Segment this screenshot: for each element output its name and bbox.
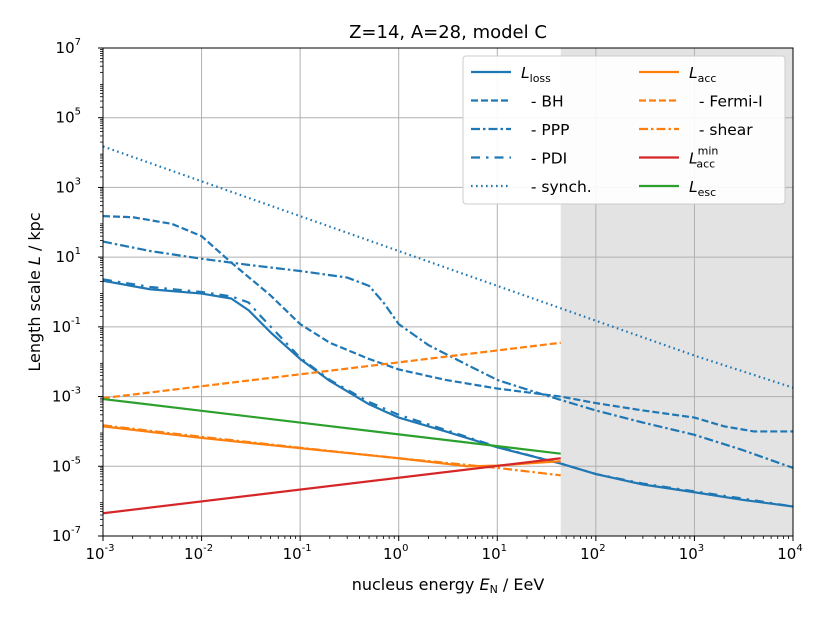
legend-label-esc: Lesc xyxy=(689,178,716,199)
legend-label-loss: Lloss xyxy=(521,64,551,85)
series-line-synch xyxy=(103,145,793,389)
series-line-bh xyxy=(103,215,793,433)
y-axis-label: Length scale L / kpc xyxy=(25,212,44,371)
y-tick-label: 101 xyxy=(56,246,81,266)
legend-label-shear: - shear xyxy=(689,121,753,139)
series-line-shear xyxy=(103,424,561,477)
x-axis-label: nucleus energy EN / EeV xyxy=(352,575,545,596)
series-layer xyxy=(103,145,793,515)
plot-frame xyxy=(102,47,794,537)
x-tick-label: 103 xyxy=(679,543,704,563)
y-tick-label: 10-7 xyxy=(52,525,81,545)
series-line-pdi xyxy=(103,278,793,508)
x-tick-label: 10-1 xyxy=(283,543,312,563)
series-line-loss xyxy=(103,279,793,508)
x-tick-label: 10-3 xyxy=(85,543,114,563)
y-tick-label: 103 xyxy=(56,176,81,196)
legend-label-accmin: Lmin acc xyxy=(689,145,718,171)
legend-label-pdi: - PDI xyxy=(521,150,567,168)
legend: Lloss - BH - PPP - PDI - synch. Lacc - Fe… xyxy=(462,55,786,205)
tick-layer: 10-3 10-2 10-1 100 101 102 103 104 10-7 10-5 10-3 1… xyxy=(52,37,803,563)
y-tick-label: 107 xyxy=(56,37,81,57)
legend-label-acc: Lacc xyxy=(689,64,716,85)
legend-label-synch: - synch. xyxy=(521,178,592,196)
y-tick-label: 10-1 xyxy=(52,316,81,336)
x-tick-label: 102 xyxy=(580,543,605,563)
series-line-esc xyxy=(103,397,561,455)
y-tick-label: 105 xyxy=(56,107,81,127)
x-tick-label: 100 xyxy=(383,543,408,563)
series-line-accmin xyxy=(103,457,561,515)
legend-label-fermi: - Fermi-I xyxy=(689,93,763,111)
series-line-ppp xyxy=(103,240,793,469)
x-tick-label: 101 xyxy=(482,543,507,563)
legend-label-ppp: - PPP xyxy=(521,121,569,139)
y-tick-label: 10-3 xyxy=(52,386,81,406)
legend-label-bh: - BH xyxy=(521,93,564,111)
legend-box xyxy=(462,55,786,205)
x-tick-label: 10-2 xyxy=(184,543,213,563)
x-tick-label: 104 xyxy=(777,543,802,563)
chart-title: Z=14, A=28, model C xyxy=(349,22,547,43)
y-tick-label: 10-5 xyxy=(52,455,81,475)
series-line-fermi xyxy=(103,341,561,400)
